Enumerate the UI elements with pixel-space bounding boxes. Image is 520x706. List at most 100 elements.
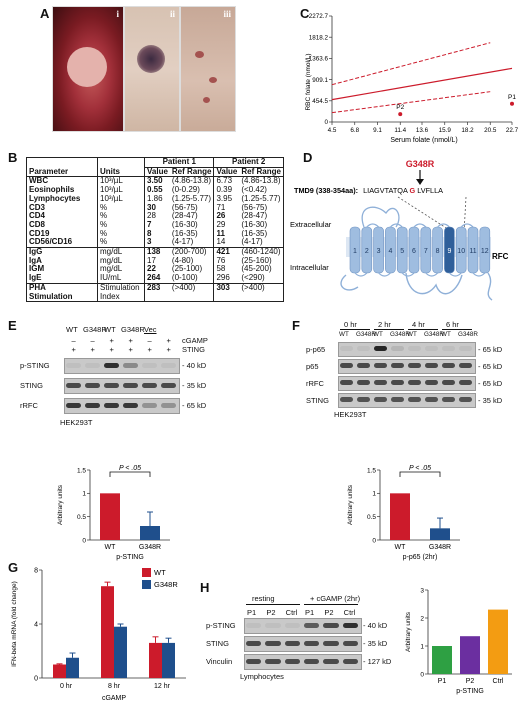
p2-ref-cell: (16-30) (239, 220, 283, 230)
tm-helix-4 (385, 226, 396, 274)
blot-h-row (244, 618, 362, 634)
p1-ref-cell: (4.86-13.8) (169, 176, 215, 187)
time-underline (408, 329, 438, 330)
x-tick-label: 12 hr (154, 683, 171, 690)
p1-value-cell-text: 17 (147, 255, 156, 265)
parameter-cell: CD19 (26, 229, 98, 239)
blot-band (373, 363, 388, 368)
lane-label: G348R (356, 331, 376, 338)
p1-value-cell-text: 0.55 (147, 185, 163, 195)
p1-ref-cell: (0-0.29) (169, 185, 215, 195)
units-cell-text: 10³/µL (100, 176, 123, 186)
p1-value-cell-text: 3 (147, 237, 152, 247)
rash-spot (203, 97, 210, 103)
p1-value-cell-text: 283 (147, 282, 161, 292)
table-row: CD19% 8 (16-35) 11 (16-35) (26, 228, 284, 239)
units-cell-text: % (100, 228, 108, 238)
significance-bracket (109, 471, 151, 477)
blot-band (407, 397, 422, 402)
units-cell-text: mg/dL (100, 247, 123, 257)
significance-bracket (399, 471, 441, 477)
p1-ref-cell: (16-30) (169, 220, 215, 230)
lab-values-table: Parameter Units Patient 1 Patient 2 Valu… (26, 157, 284, 303)
lane-label: WT (441, 331, 451, 338)
units-cell-text: mg/dL (100, 255, 123, 265)
table-row: IGM mg/dL 22 (25-100) 58 (45-200) (26, 265, 284, 275)
y-tick-label: 0.5 (77, 514, 86, 521)
p1-value-cell-text: 30 (147, 202, 156, 212)
kd-label: - 65 kD (478, 362, 503, 371)
units-cell: 10³/µL (97, 176, 145, 187)
blot-band (342, 658, 358, 664)
tm-helix-label: 7 (424, 248, 428, 255)
lane-label: P1 (247, 608, 257, 617)
x-tick-label: G348R (139, 544, 161, 551)
y-tick-label: 8 (34, 567, 38, 574)
blot-band (66, 382, 81, 388)
blot-band (85, 382, 100, 388)
blot-h-row (244, 654, 362, 670)
p1-ref-cell-text: (1.25-5.77) (171, 193, 212, 203)
p2-value-cell: 3.95 (214, 193, 239, 204)
blot-band (246, 658, 262, 664)
lane-label: G348R (121, 325, 145, 334)
units-cell: % (97, 211, 145, 221)
y-tick-label: 0 (34, 675, 38, 682)
y-tick-label: 1.5 (77, 467, 86, 474)
blot-band (373, 346, 388, 351)
p2-ref-cell: (<0.42) (239, 185, 283, 195)
units-cell: % (97, 228, 145, 239)
parameter-cell: Lymphocytes (26, 194, 98, 204)
blot-f-row (338, 359, 476, 374)
rfc-label: RFC (492, 252, 509, 261)
blot-band (458, 363, 473, 368)
p2-ref-cell-text: (460-1240) (241, 247, 281, 257)
blot-band (339, 397, 354, 402)
parameter-cell-text: IgA (29, 255, 42, 265)
p2-value-cell-text: 76 (216, 255, 226, 265)
blot-band (304, 658, 320, 664)
p2-ref-cell: (460-1240) (239, 247, 283, 257)
p1-ref-cell-text: (4.86-13.8) (171, 176, 212, 186)
intracellular-loop (405, 272, 463, 295)
x-tick-label: WT (105, 544, 117, 551)
blot-band (373, 380, 388, 385)
p2-ref-cell-text: (16-35) (241, 228, 268, 238)
blot-band (356, 397, 371, 402)
p2-ref-cell: (1.25-5.77) (239, 194, 283, 204)
parameter-cell-text: WBC (29, 176, 49, 186)
table-row: Eosinophils 10³/µL 0.55 (0-0.29) 0.39 (<0.42) (26, 185, 284, 195)
p2-value-cell-text: 11 (216, 228, 225, 238)
blot-band (458, 380, 473, 385)
table-row: PHA Stimulation Stimulation Index 283 (>400) 3… (26, 282, 284, 302)
col-header-ref: Ref Range (241, 166, 281, 176)
p2-value-cell-text: 3.95 (216, 193, 233, 203)
p2-value-cell: 14 (214, 237, 239, 247)
x-tick-label: G348R (429, 544, 451, 551)
panel-label-b: B (8, 150, 18, 165)
legend-label: WT (154, 568, 166, 577)
p2-ref-cell: (>400) (239, 283, 283, 301)
intracellular-label: Intracellular (290, 263, 329, 272)
p2-ref-cell-text: (56-75) (241, 202, 268, 212)
x-tick-label: 6.8 (350, 127, 359, 134)
p-value-label: P < .05 (409, 465, 431, 472)
p2-value-cell: 6.73 (214, 177, 239, 186)
zoom-line (397, 196, 455, 234)
bar-ctrl (488, 609, 508, 674)
p2-ref-cell: (4.86-13.8) (239, 177, 283, 186)
tm-helix-label: 2 (365, 248, 369, 255)
x-tick-label: 0 hr (60, 683, 73, 690)
blot-band (284, 640, 300, 646)
bar-wt (100, 493, 120, 540)
chart-h-pSTING: 0 1 2 3 P1 P2 Ctrl Arbitrary units p-STING (405, 587, 512, 695)
kd-label: - 40 kD (182, 361, 207, 370)
bar-g348r (114, 626, 127, 678)
blot-band (265, 658, 281, 664)
panel-label-c: C (300, 6, 310, 21)
tm-helix-2 (361, 226, 373, 274)
lane-label: WT (373, 331, 383, 338)
helix-loop (448, 272, 462, 277)
blot-row-label: p-STING (20, 361, 50, 370)
extracellular-loop (361, 206, 400, 228)
